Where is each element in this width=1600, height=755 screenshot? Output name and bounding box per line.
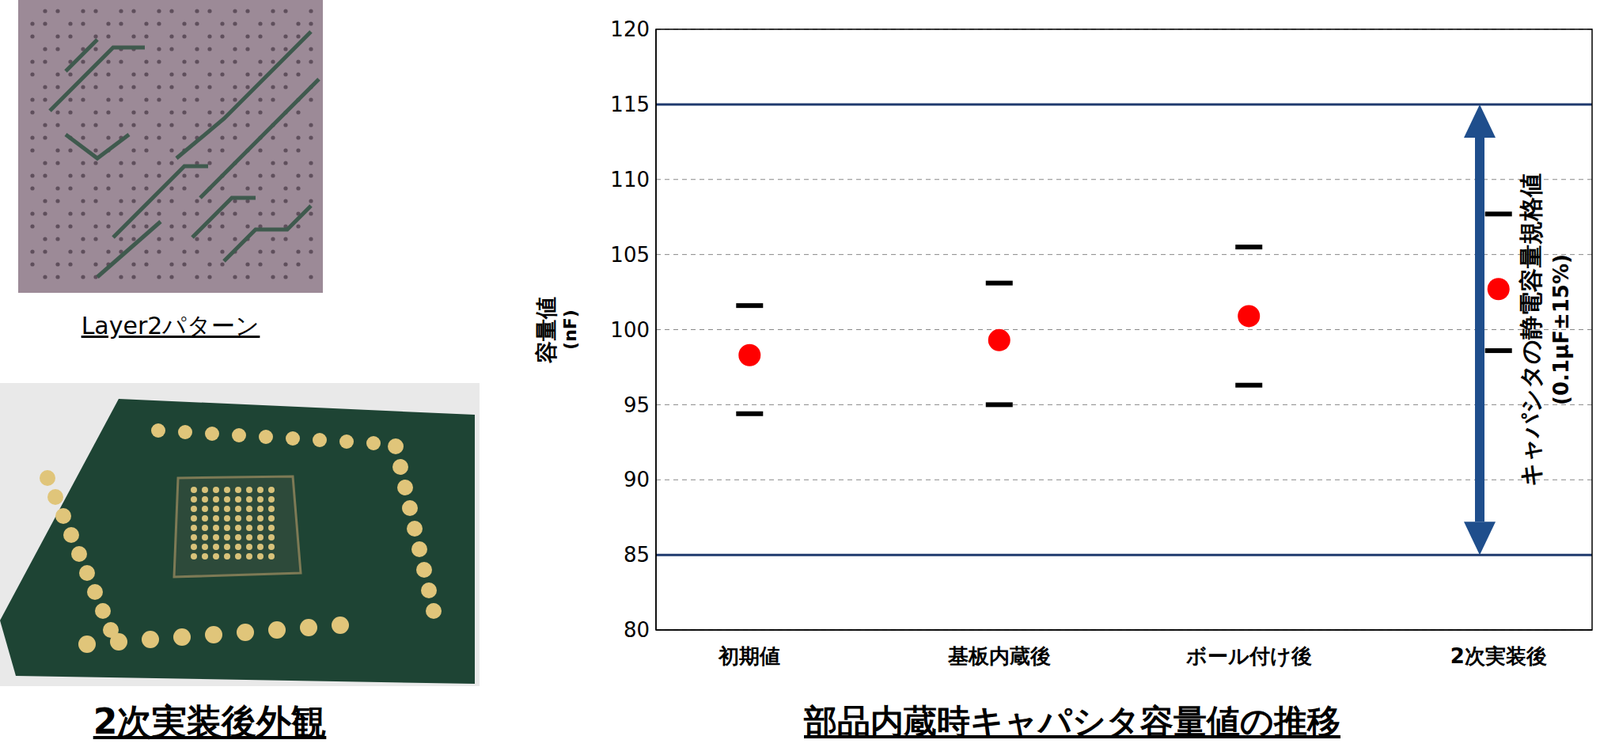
svg-text:(0.1μF±15%): (0.1μF±15%) [1549,254,1574,406]
svg-text:100: 100 [610,318,650,342]
svg-text:105: 105 [610,242,650,267]
svg-text:基板内蔵後: 基板内蔵後 [947,644,1051,668]
svg-text:85: 85 [623,542,650,567]
svg-text:容量値: 容量値 [533,296,560,364]
svg-text:95: 95 [623,393,650,418]
svg-text:ボール付け後: ボール付け後 [1185,644,1312,668]
svg-text:初期値: 初期値 [717,644,781,668]
html-text:2次実装後外観: 2次実装後外観 [93,701,327,742]
svg-text:110: 110 [610,167,650,192]
html-text:部品内蔵時キャパシタ容量値の推移: 部品内蔵時キャパシタ容量値の推移 [803,701,1341,741]
svg-text:90: 90 [623,467,650,492]
svg-text:120: 120 [610,17,650,42]
svg-text:115: 115 [610,92,650,117]
svg-text:(nF): (nF) [560,309,581,350]
svg-text:80: 80 [623,618,650,642]
html-text:Layer2パターン: Layer2パターン [81,311,260,340]
svg-text:2次実装後: 2次実装後 [1450,644,1547,668]
svg-text:キャパシタの静電容量規格値: キャパシタの静電容量規格値 [1516,173,1545,487]
